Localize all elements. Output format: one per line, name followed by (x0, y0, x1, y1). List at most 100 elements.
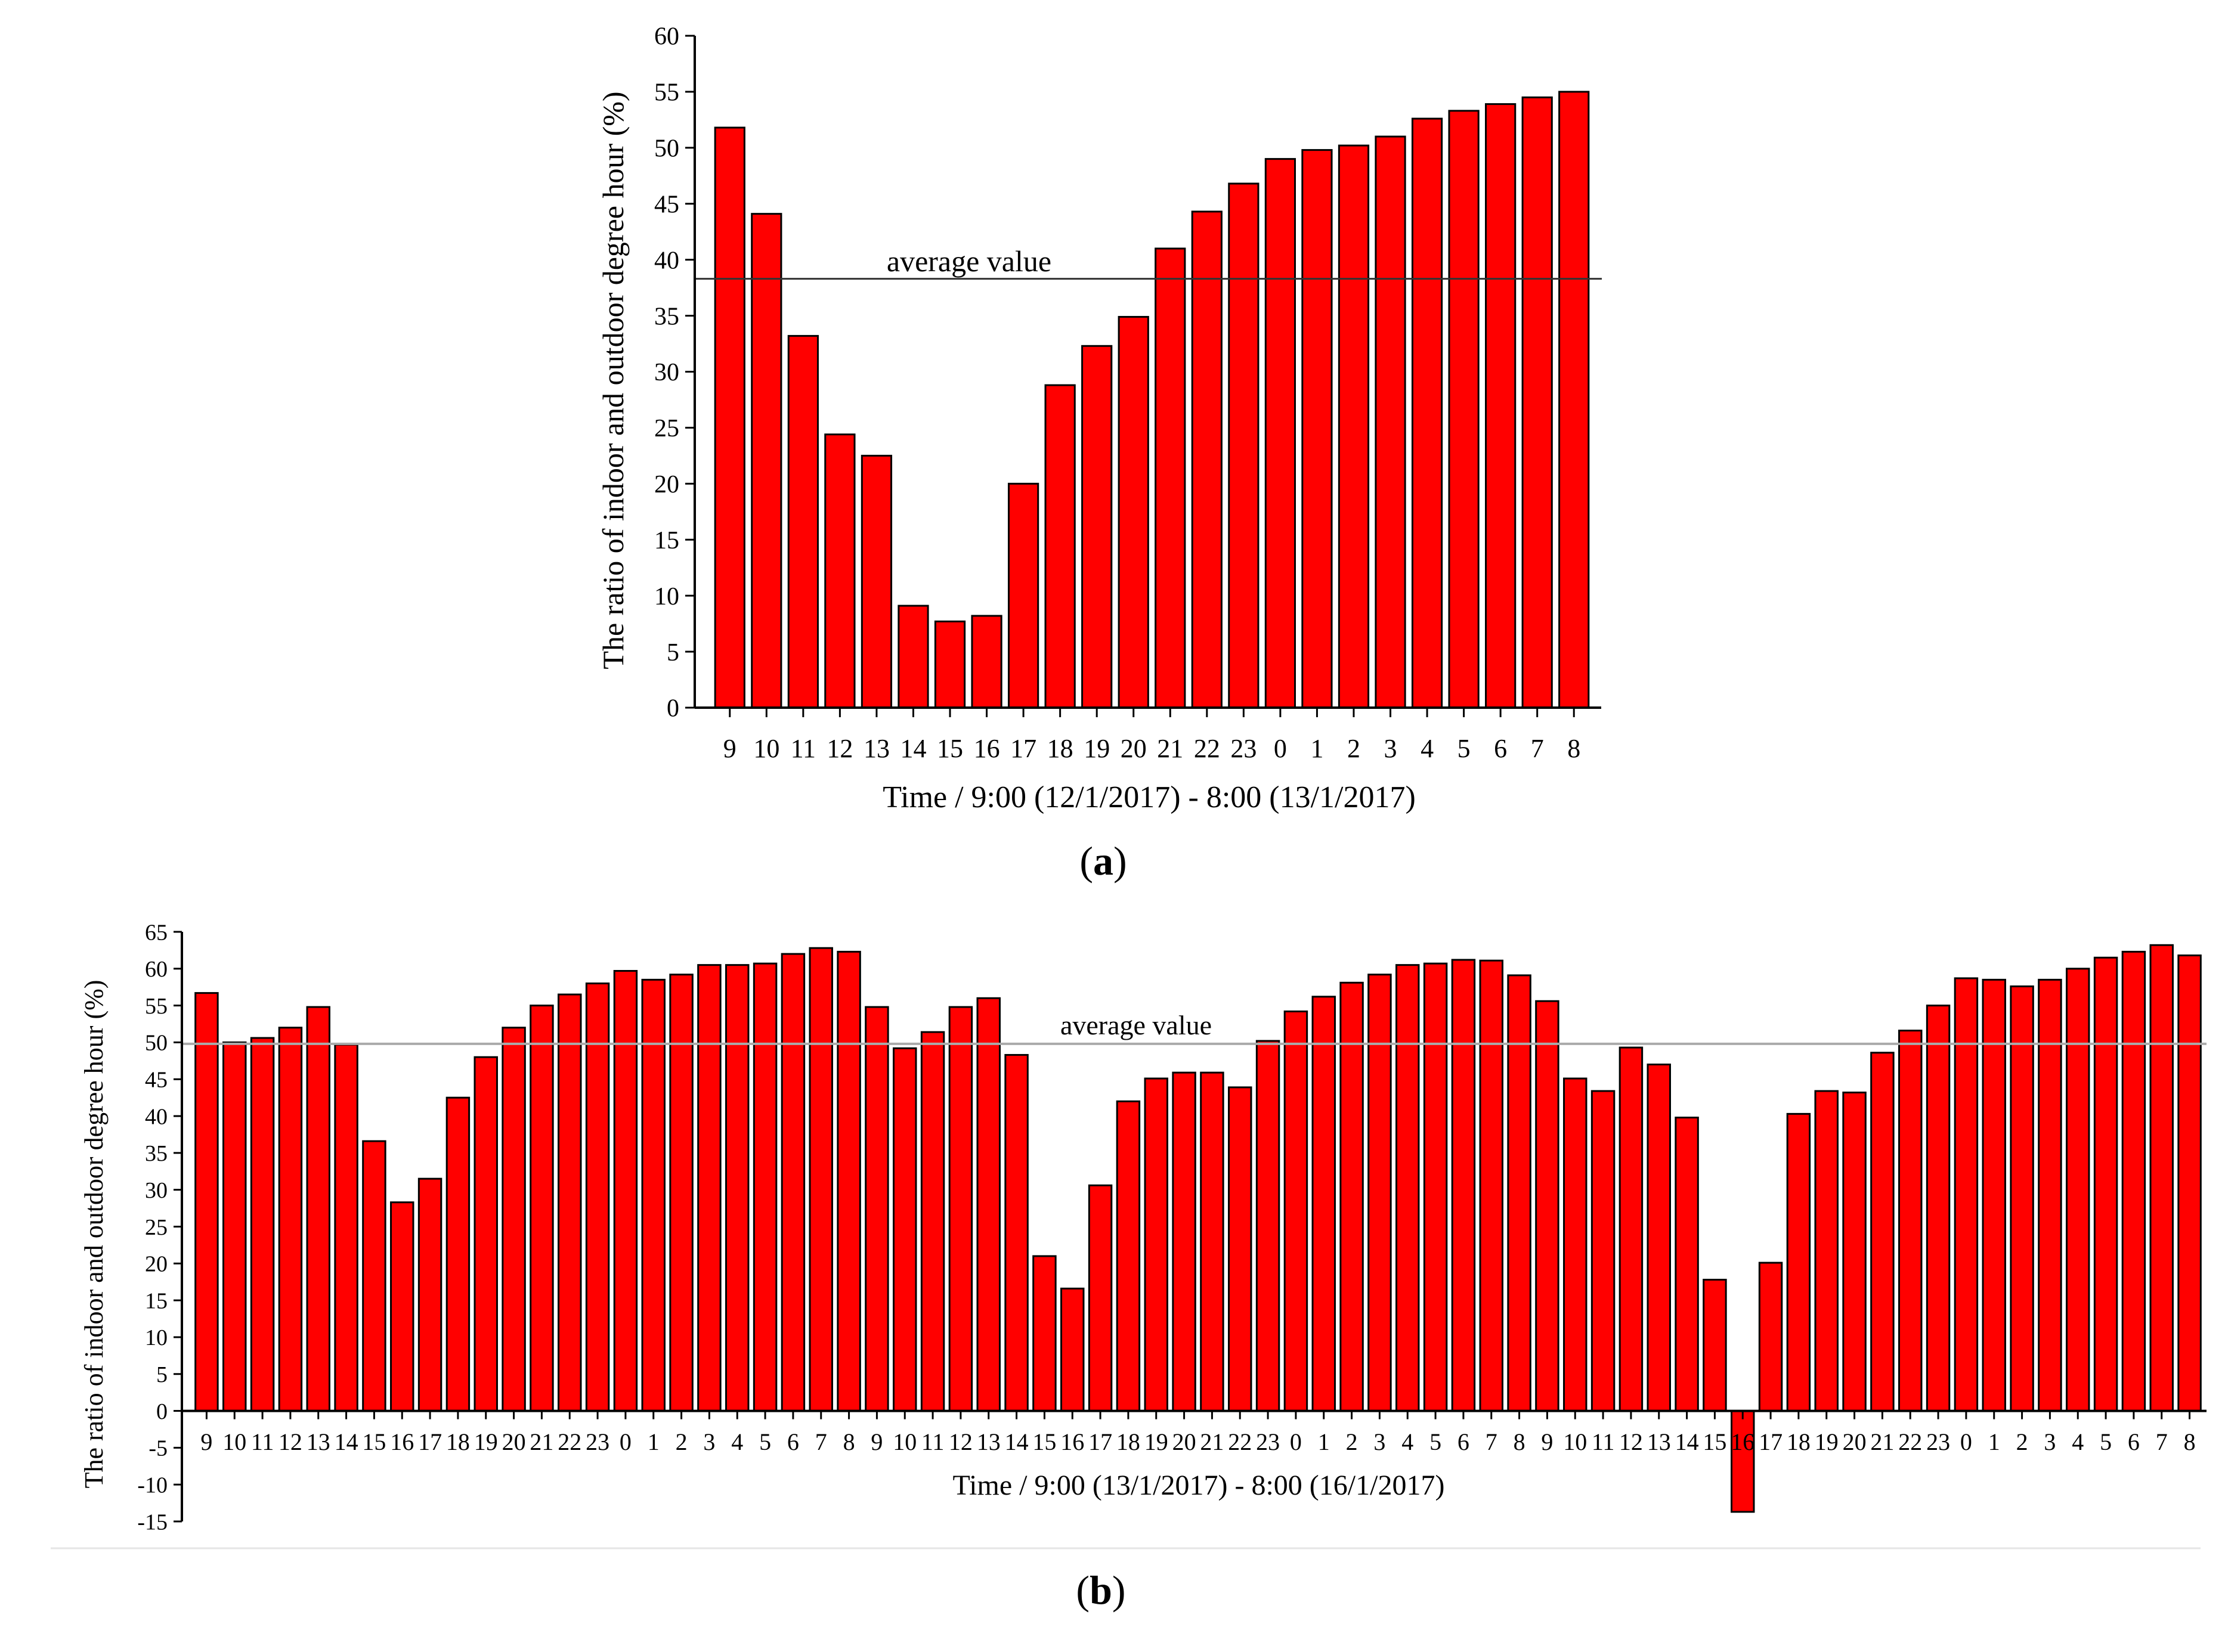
b-x-tick-label-14: 23 (586, 1428, 609, 1455)
a-bar-8 (1007, 482, 1039, 709)
a-x-tick-label-18: 3 (1384, 734, 1397, 763)
chart-a-y-ticks: 0 5 10 15 20 25 30 35 40 45 50 55 60 (654, 23, 695, 723)
b-x-tick-label-60: 21 (1870, 1428, 1894, 1455)
b-bar-25 (893, 1047, 917, 1412)
chart-b-y-axis-label: The ratio of indoor and outdoor degree h… (79, 980, 109, 1489)
b-bar-20 (753, 962, 778, 1412)
b-bar-4 (306, 1006, 330, 1412)
b-bar-41 (1339, 981, 1364, 1412)
a-bar-22 (1521, 96, 1553, 709)
b-bar-21 (781, 953, 806, 1412)
b-x-tick-label-47: 8 (1514, 1428, 1525, 1455)
b-bar-58 (1814, 1090, 1839, 1412)
b-bar-6 (362, 1140, 386, 1412)
b-y-tick-label-15: 15 (145, 1288, 168, 1313)
a-x-tick-label-15: 0 (1274, 734, 1287, 763)
a-x-tick-label-17: 2 (1347, 734, 1360, 763)
b-x-tick-label-28: 13 (977, 1428, 1001, 1455)
b-x-tick-label-51: 12 (1619, 1428, 1643, 1455)
a-x-tick-label-9: 18 (1047, 734, 1073, 763)
b-x-tick-label-3: 12 (278, 1428, 302, 1455)
b-bar-54 (1703, 1279, 1727, 1412)
a-y-tick-label-35: 35 (654, 303, 679, 330)
b-x-tick-label-26: 11 (921, 1428, 945, 1455)
b-x-tick-label-69: 6 (2128, 1428, 2140, 1455)
b-x-tick-label-12: 21 (530, 1428, 553, 1455)
b-bar-47 (1507, 974, 1531, 1412)
b-x-tick-label-55: 16 (1731, 1428, 1754, 1455)
a-y-tick-label-0: 0 (667, 695, 679, 723)
chart-b-average-label: average value (1060, 1010, 1212, 1040)
b-x-tick-label-22: 7 (815, 1428, 827, 1455)
b-bar-61 (1898, 1030, 1923, 1412)
b-y-tick-label-35: 35 (145, 1141, 168, 1166)
b-y-tick-label-25: 25 (145, 1215, 168, 1240)
a-y-tick-label-30: 30 (654, 359, 679, 386)
b-bar-0 (194, 992, 219, 1412)
b-x-tick-label-59: 20 (1843, 1428, 1867, 1455)
a-x-tick-label-1: 10 (753, 734, 779, 763)
b-x-tick-label-20: 5 (759, 1428, 771, 1455)
b-bar-22 (809, 947, 833, 1412)
b-bar-7 (390, 1201, 414, 1412)
b-y-tick-label-60: 60 (145, 957, 168, 982)
b-y-tick-label-20: 20 (145, 1252, 168, 1277)
b-x-tick-label-16: 1 (648, 1428, 660, 1455)
b-y-tick-label-65: 65 (145, 920, 168, 945)
chart-b-bars (194, 944, 2202, 1513)
a-y-tick-label-15: 15 (654, 527, 679, 554)
a-y-tick-label-50: 50 (654, 135, 679, 163)
b-bar-62 (1926, 1005, 1951, 1412)
b-x-tick-label-58: 19 (1815, 1428, 1839, 1455)
a-bar-15 (1264, 158, 1296, 709)
b-bar-12 (530, 1005, 554, 1412)
b-bar-9 (445, 1096, 471, 1412)
b-x-tick-label-42: 3 (1373, 1428, 1385, 1455)
a-y-tick-label-60: 60 (654, 23, 679, 51)
b-bar-38 (1255, 1040, 1280, 1412)
chart-b-y-ticks: -15 -10 -5 0 5 10 15 20 25 30 35 40 45 50 55 60 65 (137, 920, 182, 1535)
a-x-tick-label-12: 21 (1157, 734, 1183, 763)
b-x-tick-label-10: 19 (474, 1428, 498, 1455)
b-bar-17 (669, 974, 694, 1412)
b-x-tick-label-70: 7 (2156, 1428, 2168, 1455)
a-y-tick-label-5: 5 (667, 639, 679, 667)
b-bar-53 (1675, 1117, 1699, 1412)
a-x-tick-label-21: 6 (1494, 734, 1507, 763)
b-bar-44 (1423, 962, 1448, 1412)
b-bar-67 (2066, 968, 2090, 1412)
b-bar-2 (250, 1037, 275, 1412)
b-y-tick-label-55: 55 (145, 994, 168, 1019)
a-bar-9 (1044, 384, 1076, 709)
b-bar-68 (2093, 956, 2118, 1412)
b-x-tick-label-9: 18 (446, 1428, 470, 1455)
b-x-tick-label-4: 13 (307, 1428, 330, 1455)
a-y-tick-label-55: 55 (654, 79, 679, 107)
b-bar-27 (948, 1006, 973, 1412)
b-x-tick-label-67: 4 (2072, 1428, 2084, 1455)
b-x-tick-label-68: 5 (2100, 1428, 2112, 1455)
a-bar-16 (1301, 149, 1333, 709)
b-x-tick-label-6: 15 (362, 1428, 386, 1455)
b-x-tick-label-43: 4 (1401, 1428, 1413, 1455)
b-bar-57 (1786, 1112, 1811, 1412)
a-bar-4 (861, 454, 893, 709)
a-y-tick-label-40: 40 (654, 247, 679, 274)
b-bar-8 (417, 1177, 442, 1412)
b-x-tick-label-33: 18 (1116, 1428, 1140, 1455)
a-x-tick-label-10: 19 (1084, 734, 1110, 763)
a-bar-18 (1375, 135, 1406, 709)
b-bar-60 (1870, 1052, 1895, 1412)
b-x-tick-label-25: 10 (893, 1428, 917, 1455)
b-bar-34 (1144, 1077, 1168, 1412)
b-bar-64 (1982, 978, 2006, 1412)
chart-a-x-ticks: 9 10 11 12 13 14 15 16 17 18 19 20 21 22 23 0 1 2 3 4 5 6 7 8 (723, 708, 1580, 763)
a-y-tick-label-20: 20 (654, 471, 679, 498)
b-x-tick-label-21: 6 (787, 1428, 799, 1455)
a-bar-5 (898, 605, 929, 709)
a-bar-2 (787, 334, 819, 709)
a-bar-21 (1485, 103, 1517, 709)
chart-b-x-ticks: 9 10 11 12 13 14 15 16 17 18 19 20 21 22 23 0 1 2 3 4 5 6 7 8 9 1… (200, 1411, 2196, 1455)
b-x-tick-label-5: 14 (335, 1428, 358, 1455)
